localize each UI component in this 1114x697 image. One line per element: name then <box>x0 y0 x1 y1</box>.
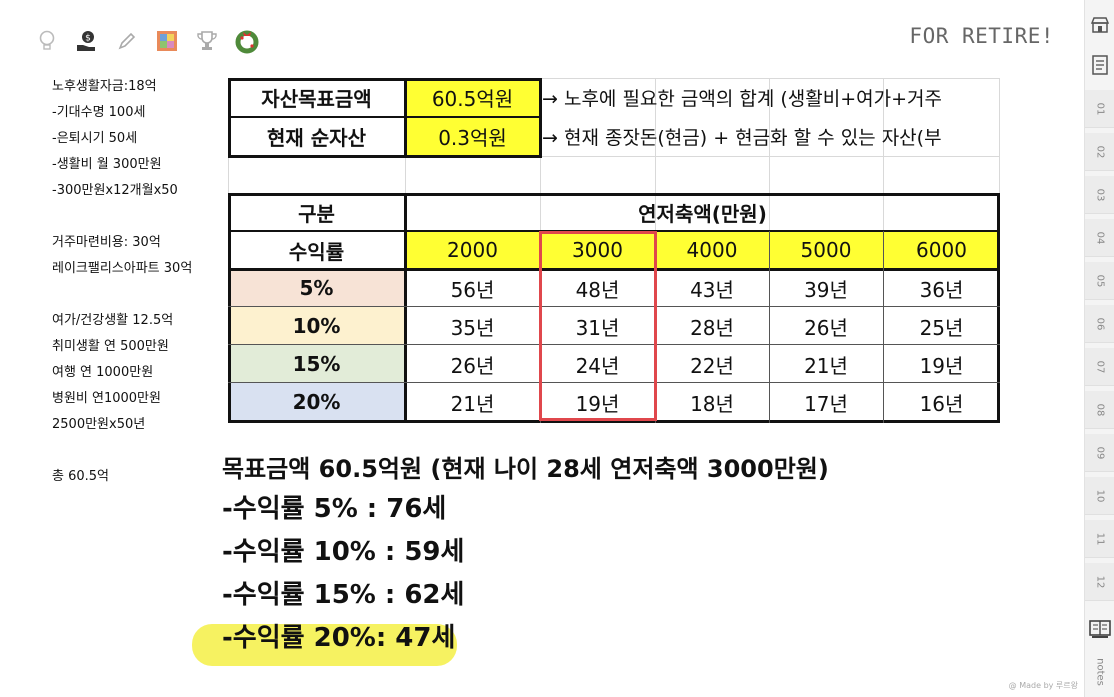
savings-4000: 4000 <box>655 231 769 269</box>
left-notes: 노후생활자금:18억 -기대수명 100세 -은퇴시기 50세 -생활비 월 3… <box>52 74 222 490</box>
tab-07[interactable]: 07 <box>1085 348 1114 386</box>
note-line: 여가/건강생활 12.5억 <box>52 313 174 328</box>
savings-sheet: 자산목표금액 60.5억원 → 노후에 필요한 금액의 합계 (생활비+여가+거… <box>228 78 1000 423</box>
note-line: 취미생활 연 500만원 <box>52 339 169 354</box>
goal-amount-desc: → 노후에 필요한 금액의 합계 (생활비+여가+거주 <box>542 88 943 110</box>
table-cell: 21년 <box>450 391 495 416</box>
palette-icon[interactable] <box>154 27 180 55</box>
note-line: 2500만원x50년 <box>52 417 146 432</box>
tab-10[interactable]: 10 <box>1085 477 1114 515</box>
tab-12[interactable]: 12 <box>1085 563 1114 601</box>
toolbar: $ <box>34 26 260 56</box>
trophy-icon[interactable] <box>194 27 220 55</box>
document-icon[interactable] <box>1088 52 1112 78</box>
credit-text: @ Made by 루르왕 <box>1008 681 1078 690</box>
goal-amount-value[interactable]: 60.5억원 <box>405 78 540 117</box>
savings-5000: 5000 <box>769 231 883 269</box>
tab-01[interactable]: 01 <box>1085 90 1114 128</box>
tab-04[interactable]: 04 <box>1085 219 1114 257</box>
table-cell: 16년 <box>919 391 964 416</box>
tab-notes[interactable]: notes <box>1094 658 1106 686</box>
note-line: 병원비 연1000만원 <box>52 391 161 406</box>
note-line: 거주마련비용: 30억 <box>52 235 161 250</box>
summary-notes: 목표금액 60.5억원 (현재 나이 28세 연저축액 3000만원) -수익률… <box>222 450 829 660</box>
shop-icon[interactable] <box>1088 12 1112 38</box>
note-line <box>52 204 222 230</box>
app-title: FOR RETIRE! <box>909 24 1054 48</box>
rate-20: 20% <box>228 383 405 421</box>
rate-5: 5% <box>228 269 405 307</box>
note-line: 총 60.5억 <box>52 469 109 484</box>
savings-2000: 2000 <box>405 231 540 269</box>
table-cell: 28년 <box>690 315 734 340</box>
table-cell: 35년 <box>450 315 495 340</box>
tab-09[interactable]: 09 <box>1085 434 1114 472</box>
goal-amount-label: 자산목표금액 <box>228 78 405 117</box>
category-header: 구분 <box>298 201 335 226</box>
table-cell: 56년 <box>450 277 495 302</box>
table-cell: 43년 <box>690 277 734 302</box>
yellow-marker-highlight <box>192 624 457 666</box>
svg-text:$: $ <box>85 34 91 44</box>
summary-line: -수익률 5% : 76세 <box>222 494 447 524</box>
annual-savings-header: 연저축액(만원) <box>638 201 767 226</box>
table-cell: 48년 <box>575 277 620 302</box>
table-cell: 39년 <box>804 277 848 302</box>
note-line: 여행 연 1000만원 <box>52 365 154 380</box>
table-cell: 36년 <box>919 277 964 302</box>
note-line <box>52 282 222 308</box>
table-cell: 26년 <box>450 353 495 378</box>
table-cell: 17년 <box>804 391 848 416</box>
tab-11[interactable]: 11 <box>1085 520 1114 558</box>
note-line: -300만원x12개월x50 <box>52 183 178 198</box>
savings-3000: 3000 <box>540 231 655 269</box>
table-cell: 19년 <box>919 353 964 378</box>
rate-10: 10% <box>228 307 405 345</box>
table-cell: 25년 <box>919 315 964 340</box>
table-cell: 26년 <box>804 315 848 340</box>
tab-03[interactable]: 03 <box>1085 176 1114 214</box>
table-cell: 18년 <box>690 391 734 416</box>
money-hand-icon[interactable]: $ <box>74 27 100 55</box>
return-rate-header: 수익률 <box>288 239 345 264</box>
lightbulb-icon[interactable] <box>34 27 60 55</box>
summary-line: -수익률 10% : 59세 <box>222 537 465 567</box>
net-asset-desc: → 현재 종잣돈(현금) + 현금화 할 수 있는 자산(부 <box>542 127 942 149</box>
wreath-icon[interactable] <box>234 27 260 55</box>
savings-6000: 6000 <box>883 231 1000 269</box>
right-tab-rail: 01 02 03 04 05 06 07 08 09 10 11 12 note… <box>1084 0 1114 697</box>
tab-06[interactable]: 06 <box>1085 305 1114 343</box>
pencil-icon[interactable] <box>114 27 140 55</box>
tab-05[interactable]: 05 <box>1085 262 1114 300</box>
note-line: 노후생활자금:18억 <box>52 79 157 94</box>
net-asset-value[interactable]: 0.3억원 <box>405 117 540 156</box>
note-line: 레이크팰리스아파트 30억 <box>52 261 193 276</box>
rate-15: 15% <box>228 345 405 383</box>
summary-line: -수익률 15% : 62세 <box>222 580 465 610</box>
summary-line-highlighted: -수익률 20%: 47세 <box>222 623 456 653</box>
note-line: -기대수명 100세 <box>52 105 146 120</box>
note-line: -생활비 월 300만원 <box>52 157 162 172</box>
table-cell: 21년 <box>804 353 848 378</box>
note-line: -은퇴시기 50세 <box>52 131 138 146</box>
net-asset-label: 현재 순자산 <box>228 117 405 156</box>
table-cell: 19년 <box>575 391 620 416</box>
table-cell: 24년 <box>575 353 620 378</box>
tab-08[interactable]: 08 <box>1085 391 1114 429</box>
book-icon[interactable] <box>1088 616 1112 642</box>
summary-title: 목표금액 60.5억원 (현재 나이 28세 연저축액 3000만원) <box>222 455 829 483</box>
note-line <box>52 438 222 464</box>
table-cell: 22년 <box>690 353 734 378</box>
tab-02[interactable]: 02 <box>1085 133 1114 171</box>
table-cell: 31년 <box>575 315 620 340</box>
